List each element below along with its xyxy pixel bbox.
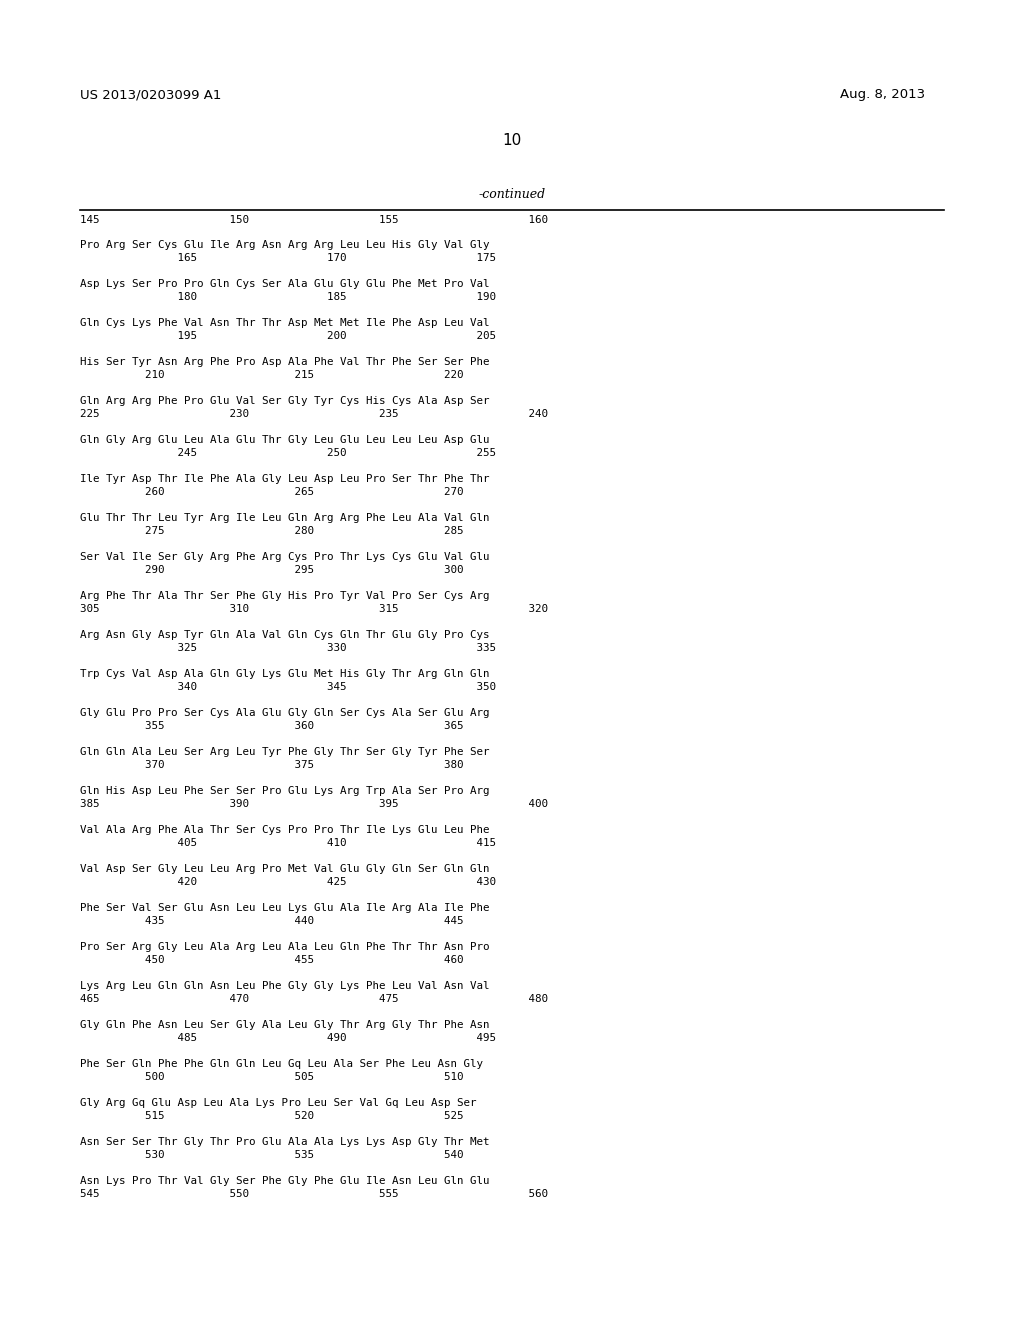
Text: -continued: -continued — [478, 187, 546, 201]
Text: 275                    280                    285: 275 280 285 — [80, 525, 464, 536]
Text: 10: 10 — [503, 133, 521, 148]
Text: 385                    390                    395                    400: 385 390 395 400 — [80, 799, 548, 809]
Text: 245                    250                    255: 245 250 255 — [80, 447, 496, 458]
Text: 465                    470                    475                    480: 465 470 475 480 — [80, 994, 548, 1005]
Text: 515                    520                    525: 515 520 525 — [80, 1111, 464, 1121]
Text: 340                    345                    350: 340 345 350 — [80, 682, 496, 692]
Text: 290                    295                    300: 290 295 300 — [80, 565, 464, 576]
Text: 325                    330                    335: 325 330 335 — [80, 643, 496, 653]
Text: 500                    505                    510: 500 505 510 — [80, 1072, 464, 1082]
Text: 450                    455                    460: 450 455 460 — [80, 954, 464, 965]
Text: Pro Ser Arg Gly Leu Ala Arg Leu Ala Leu Gln Phe Thr Thr Asn Pro: Pro Ser Arg Gly Leu Ala Arg Leu Ala Leu … — [80, 942, 489, 952]
Text: 180                    185                    190: 180 185 190 — [80, 292, 496, 302]
Text: 420                    425                    430: 420 425 430 — [80, 876, 496, 887]
Text: Val Ala Arg Phe Ala Thr Ser Cys Pro Pro Thr Ile Lys Glu Leu Phe: Val Ala Arg Phe Ala Thr Ser Cys Pro Pro … — [80, 825, 489, 836]
Text: Asn Ser Ser Thr Gly Thr Pro Glu Ala Ala Lys Lys Asp Gly Thr Met: Asn Ser Ser Thr Gly Thr Pro Glu Ala Ala … — [80, 1137, 489, 1147]
Text: Gly Gln Phe Asn Leu Ser Gly Ala Leu Gly Thr Arg Gly Thr Phe Asn: Gly Gln Phe Asn Leu Ser Gly Ala Leu Gly … — [80, 1020, 489, 1030]
Text: 165                    170                    175: 165 170 175 — [80, 253, 496, 263]
Text: Pro Arg Ser Cys Glu Ile Arg Asn Arg Arg Leu Leu His Gly Val Gly: Pro Arg Ser Cys Glu Ile Arg Asn Arg Arg … — [80, 240, 489, 249]
Text: Arg Phe Thr Ala Thr Ser Phe Gly His Pro Tyr Val Pro Ser Cys Arg: Arg Phe Thr Ala Thr Ser Phe Gly His Pro … — [80, 591, 489, 601]
Text: Asp Lys Ser Pro Pro Gln Cys Ser Ala Glu Gly Glu Phe Met Pro Val: Asp Lys Ser Pro Pro Gln Cys Ser Ala Glu … — [80, 279, 489, 289]
Text: Gln Cys Lys Phe Val Asn Thr Thr Asp Met Met Ile Phe Asp Leu Val: Gln Cys Lys Phe Val Asn Thr Thr Asp Met … — [80, 318, 489, 327]
Text: 370                    375                    380: 370 375 380 — [80, 760, 464, 770]
Text: Phe Ser Val Ser Glu Asn Leu Leu Lys Glu Ala Ile Arg Ala Ile Phe: Phe Ser Val Ser Glu Asn Leu Leu Lys Glu … — [80, 903, 489, 913]
Text: Phe Ser Gln Phe Phe Gln Gln Leu Gq Leu Ala Ser Phe Leu Asn Gly: Phe Ser Gln Phe Phe Gln Gln Leu Gq Leu A… — [80, 1059, 483, 1069]
Text: Gln Gln Ala Leu Ser Arg Leu Tyr Phe Gly Thr Ser Gly Tyr Phe Ser: Gln Gln Ala Leu Ser Arg Leu Tyr Phe Gly … — [80, 747, 489, 756]
Text: 305                    310                    315                    320: 305 310 315 320 — [80, 605, 548, 614]
Text: 355                    360                    365: 355 360 365 — [80, 721, 464, 731]
Text: 210                    215                    220: 210 215 220 — [80, 370, 464, 380]
Text: 145                    150                    155                    160: 145 150 155 160 — [80, 215, 548, 224]
Text: Val Asp Ser Gly Leu Leu Arg Pro Met Val Glu Gly Gln Ser Gln Gln: Val Asp Ser Gly Leu Leu Arg Pro Met Val … — [80, 865, 489, 874]
Text: 260                    265                    270: 260 265 270 — [80, 487, 464, 498]
Text: Arg Asn Gly Asp Tyr Gln Ala Val Gln Cys Gln Thr Glu Gly Pro Cys: Arg Asn Gly Asp Tyr Gln Ala Val Gln Cys … — [80, 630, 489, 640]
Text: 545                    550                    555                    560: 545 550 555 560 — [80, 1189, 548, 1199]
Text: His Ser Tyr Asn Arg Phe Pro Asp Ala Phe Val Thr Phe Ser Ser Phe: His Ser Tyr Asn Arg Phe Pro Asp Ala Phe … — [80, 356, 489, 367]
Text: Gln His Asp Leu Phe Ser Ser Pro Glu Lys Arg Trp Ala Ser Pro Arg: Gln His Asp Leu Phe Ser Ser Pro Glu Lys … — [80, 785, 489, 796]
Text: Gly Glu Pro Pro Ser Cys Ala Glu Gly Gln Ser Cys Ala Ser Glu Arg: Gly Glu Pro Pro Ser Cys Ala Glu Gly Gln … — [80, 708, 489, 718]
Text: 435                    440                    445: 435 440 445 — [80, 916, 464, 927]
Text: Lys Arg Leu Gln Gln Asn Leu Phe Gly Gly Lys Phe Leu Val Asn Val: Lys Arg Leu Gln Gln Asn Leu Phe Gly Gly … — [80, 981, 489, 991]
Text: 405                    410                    415: 405 410 415 — [80, 838, 496, 847]
Text: Aug. 8, 2013: Aug. 8, 2013 — [840, 88, 925, 102]
Text: Trp Cys Val Asp Ala Gln Gly Lys Glu Met His Gly Thr Arg Gln Gln: Trp Cys Val Asp Ala Gln Gly Lys Glu Met … — [80, 669, 489, 678]
Text: Glu Thr Thr Leu Tyr Arg Ile Leu Gln Arg Arg Phe Leu Ala Val Gln: Glu Thr Thr Leu Tyr Arg Ile Leu Gln Arg … — [80, 513, 489, 523]
Text: Ile Tyr Asp Thr Ile Phe Ala Gly Leu Asp Leu Pro Ser Thr Phe Thr: Ile Tyr Asp Thr Ile Phe Ala Gly Leu Asp … — [80, 474, 489, 484]
Text: Ser Val Ile Ser Gly Arg Phe Arg Cys Pro Thr Lys Cys Glu Val Glu: Ser Val Ile Ser Gly Arg Phe Arg Cys Pro … — [80, 552, 489, 562]
Text: 225                    230                    235                    240: 225 230 235 240 — [80, 409, 548, 418]
Text: Gln Gly Arg Glu Leu Ala Glu Thr Gly Leu Glu Leu Leu Leu Asp Glu: Gln Gly Arg Glu Leu Ala Glu Thr Gly Leu … — [80, 436, 489, 445]
Text: 195                    200                    205: 195 200 205 — [80, 331, 496, 341]
Text: Gln Arg Arg Phe Pro Glu Val Ser Gly Tyr Cys His Cys Ala Asp Ser: Gln Arg Arg Phe Pro Glu Val Ser Gly Tyr … — [80, 396, 489, 407]
Text: US 2013/0203099 A1: US 2013/0203099 A1 — [80, 88, 221, 102]
Text: Gly Arg Gq Glu Asp Leu Ala Lys Pro Leu Ser Val Gq Leu Asp Ser: Gly Arg Gq Glu Asp Leu Ala Lys Pro Leu S… — [80, 1098, 476, 1107]
Text: 530                    535                    540: 530 535 540 — [80, 1150, 464, 1160]
Text: Asn Lys Pro Thr Val Gly Ser Phe Gly Phe Glu Ile Asn Leu Gln Glu: Asn Lys Pro Thr Val Gly Ser Phe Gly Phe … — [80, 1176, 489, 1185]
Text: 485                    490                    495: 485 490 495 — [80, 1034, 496, 1043]
